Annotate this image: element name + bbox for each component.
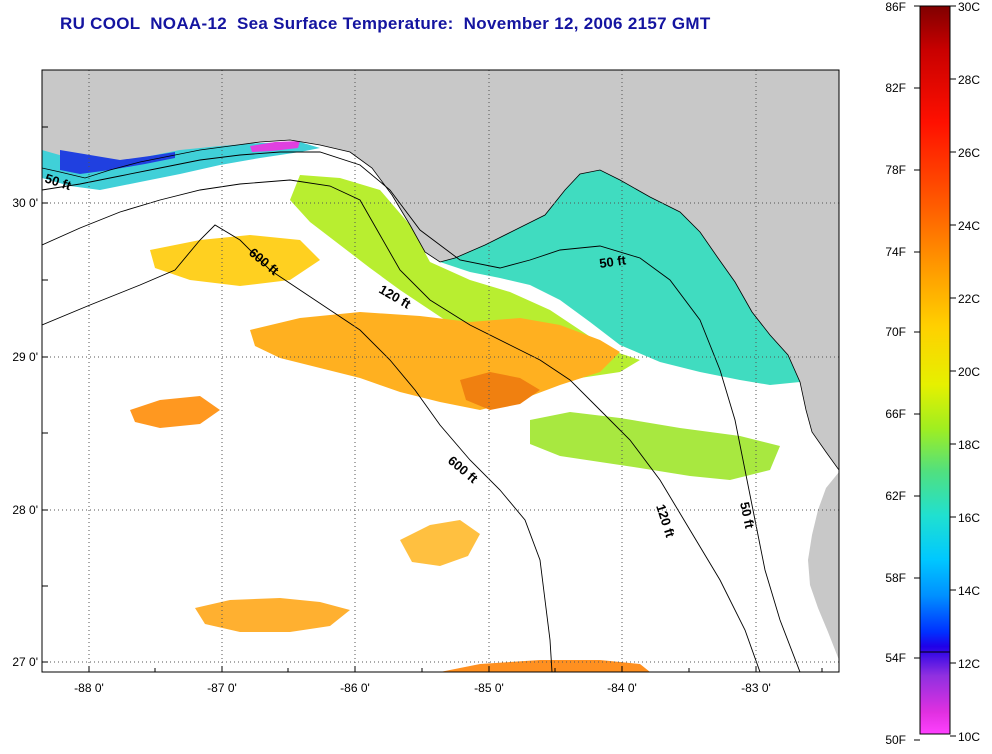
coastline [42,139,839,471]
map-border [41,69,840,673]
lat-label: 28 0' [12,503,38,517]
colorbar-c-label: 16C [958,511,980,525]
colorbar-c-label: 10C [958,730,980,744]
colorbar-f-label: 82F [885,81,906,95]
colorbar-c-label: 24C [958,219,980,233]
colorbar-f-label: 78F [885,163,906,177]
depth-label: 50 ft [598,252,627,271]
colorbar-c-label: 20C [958,365,980,379]
lat-lon-grid [42,70,839,672]
colorbar-c-label: 30C [958,0,980,14]
contour-120ft [42,179,761,672]
colorbar-f-label: 50F [885,733,906,747]
colorbar-c-label: 22C [958,292,980,306]
sst-south-patch [195,598,350,632]
sst-warm-core [460,372,540,410]
map-title: RU COOL NOAA-12 Sea Surface Temperature:… [60,14,711,33]
sst-blue-coast [60,150,175,174]
colorbar-f-label: 54F [885,651,906,665]
colorbar [919,5,951,735]
lon-label: -88 0' [74,681,104,695]
lat-label: 29 0' [12,350,38,364]
sst-coast-cyan [440,170,800,385]
sst-northwest-patch [150,235,320,286]
contour-50ft [42,151,801,672]
sst-magenta-coast [250,141,300,152]
contour-600ft [42,224,553,672]
colorbar-c-label: 14C [958,584,980,598]
colorbar-f-ticks [914,5,920,741]
sst-mid-patches [530,412,780,480]
lon-label: -85 0' [474,681,504,695]
colorbar-f-label: 74F [885,245,906,259]
lat-label: 30 0' [12,196,38,210]
depth-label: 50 ft [737,501,757,531]
colorbar-f-label: 62F [885,489,906,503]
colorbar-c-label: 18C [958,438,980,452]
colorbar-c-label: 26C [958,146,980,160]
sst-bottom-edge [440,660,650,672]
sst-west-patch [130,396,220,428]
colorbar-c-ticks [950,5,956,737]
colorbar-f-label: 66F [885,407,906,421]
colorbar-f-label: 70F [885,325,906,339]
lon-label: -84 0' [607,681,637,695]
lon-label: -86 0' [340,681,370,695]
colorbar-c-label: 12C [958,657,980,671]
axis-ticks [42,126,823,672]
lon-label: -83 0' [741,681,771,695]
sst-south-patch-2 [400,520,480,566]
colorbar-f-label: 58F [885,571,906,585]
land-north [42,70,839,470]
colorbar-c-label: 28C [958,73,980,87]
lat-label: 27 0' [12,655,38,669]
lon-label: -87 0' [207,681,237,695]
colorbar-f-label: 86F [885,0,906,14]
